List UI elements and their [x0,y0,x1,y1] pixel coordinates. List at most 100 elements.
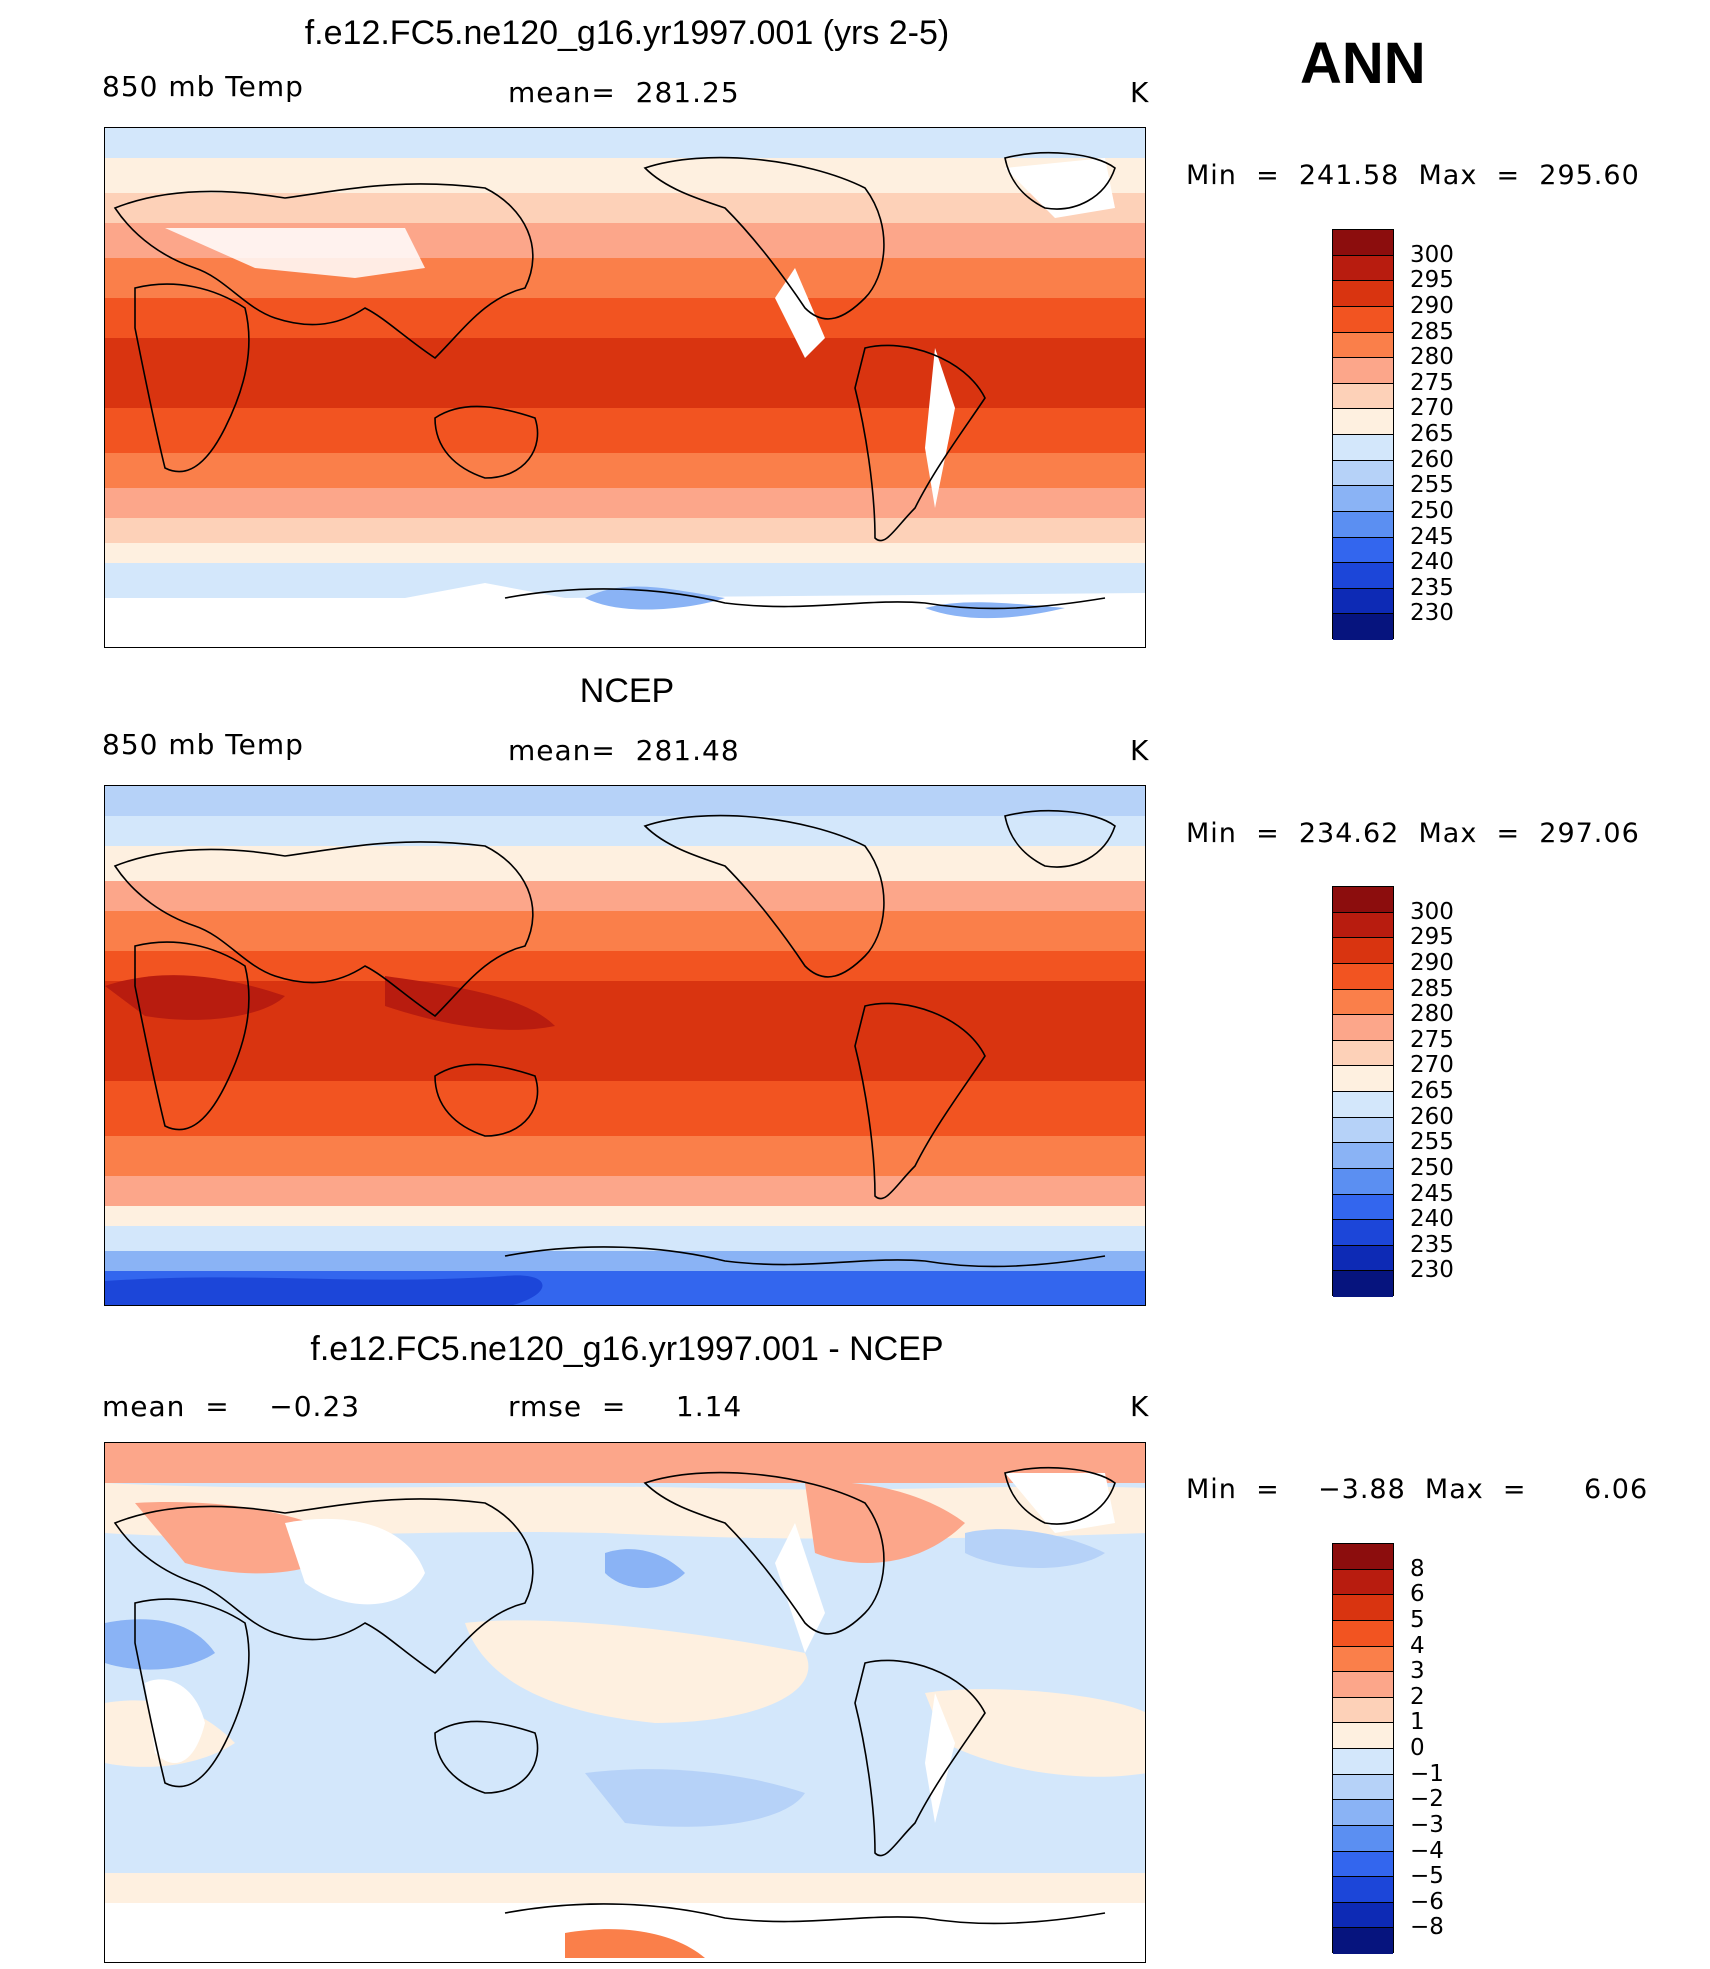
panel3-title: f.e12.FC5.ne120_g16.yr1997.001 - NCEP [310,1330,944,1368]
panel3-units: K [1130,1390,1150,1423]
colorbar-tick-label: 275 [1410,1026,1454,1053]
colorbar-tick-label: 290 [1410,292,1454,319]
colorbar-swatch [1333,255,1393,282]
colorbar-swatch [1333,460,1393,487]
colorbar-swatch [1333,358,1393,384]
colorbar-swatch [1333,588,1393,615]
season-label: ANN [1300,31,1426,96]
colorbar-tick-label: −3 [1410,1811,1444,1838]
colorbar-swatch [1333,1194,1393,1221]
colorbar-tick-label: 235 [1410,574,1454,601]
panel2-map [104,785,1146,1306]
panel1-variable-label: 850 mb Temp [102,70,304,103]
colorbar-swatch [1333,887,1393,913]
colorbar-swatch [1333,1168,1393,1195]
colorbar-swatch [1333,537,1393,564]
colorbar-tick-label: 4 [1410,1632,1425,1659]
panel2-variable-label: 850 mb Temp [102,728,304,761]
colorbar-swatch [1333,1928,1393,1954]
colorbar-tick-label: 280 [1410,1001,1454,1028]
colorbar-swatch [1333,409,1393,435]
colorbar-tick-label: 285 [1410,975,1454,1002]
colorbar-tick-label: −8 [1410,1914,1444,1941]
colorbar-swatch [1333,230,1393,256]
panel1-mean-label: mean= 281.25 [508,76,740,109]
colorbar-swatch [1333,1825,1393,1852]
colorbar-tick-label: 255 [1410,472,1454,499]
colorbar-tick-label: −5 [1410,1863,1444,1890]
panel2-title: NCEP [579,672,675,710]
colorbar-tick-label: 245 [1410,523,1454,550]
colorbar-swatch [1333,281,1393,307]
colorbar-swatch [1333,1646,1393,1673]
colorbar-swatch [1333,1569,1393,1596]
colorbar-tick-label: 280 [1410,344,1454,371]
colorbar-tick-label: 230 [1410,1257,1454,1284]
colorbar-swatch [1333,1066,1393,1092]
colorbar-tick-label: 8 [1410,1555,1425,1582]
colorbar-swatch [1333,1271,1393,1297]
panel2-colorbar [1332,886,1394,1297]
colorbar-tick-label: −6 [1410,1888,1444,1915]
panel2-mean-label: mean= 281.48 [508,734,740,767]
colorbar-tick-label: −4 [1410,1837,1444,1864]
panel2-minmax: Min = 234.62 Max = 297.06 [1186,818,1640,849]
colorbar-swatch [1333,1877,1393,1903]
colorbar-swatch [1333,1672,1393,1698]
colorbar-swatch [1333,383,1393,410]
colorbar-tick-label: 260 [1410,1103,1454,1130]
colorbar-swatch [1333,1749,1393,1775]
colorbar-tick-label: 270 [1410,1052,1454,1079]
colorbar-swatch [1333,912,1393,939]
panel1-units: K [1130,76,1150,109]
panel3-mean-label: mean = −0.23 [102,1390,361,1423]
colorbar-swatch [1333,1015,1393,1041]
colorbar-tick-label: 5 [1410,1606,1425,1633]
panel3-colorbar [1332,1543,1394,1954]
colorbar-swatch [1333,563,1393,589]
colorbar-tick-label: 260 [1410,446,1454,473]
colorbar-swatch [1333,614,1393,640]
colorbar-swatch [1333,1723,1393,1749]
colorbar-tick-label: 240 [1410,549,1454,576]
colorbar-swatch [1333,435,1393,461]
panel3-minmax: Min = −3.88 Max = 6.06 [1186,1474,1649,1505]
panel3-map [104,1442,1146,1963]
colorbar-tick-label: 250 [1410,497,1454,524]
colorbar-tick-label: 230 [1410,600,1454,627]
colorbar-tick-label: 275 [1410,369,1454,396]
colorbar-swatch [1333,1800,1393,1826]
colorbar-swatch [1333,1143,1393,1169]
colorbar-tick-label: 270 [1410,395,1454,422]
colorbar-tick-label: 265 [1410,421,1454,447]
colorbar-swatch [1333,306,1393,333]
colorbar-swatch [1333,1595,1393,1621]
colorbar-swatch [1333,1117,1393,1144]
colorbar-swatch [1333,1245,1393,1272]
colorbar-tick-label: 235 [1410,1231,1454,1258]
colorbar-tick-label: 3 [1410,1658,1425,1685]
colorbar-tick-label: 250 [1410,1154,1454,1181]
colorbar-tick-label: −1 [1410,1760,1444,1787]
colorbar-swatch [1333,963,1393,990]
panel1-colorbar [1332,229,1394,640]
colorbar-tick-label: 1 [1410,1709,1425,1736]
colorbar-swatch [1333,1697,1393,1724]
colorbar-swatch [1333,1774,1393,1801]
colorbar-tick-label: 245 [1410,1180,1454,1207]
panel1-title: f.e12.FC5.ne120_g16.yr1997.001 (yrs 2-5) [304,14,950,52]
panel3-rmse-label: rmse = 1.14 [508,1390,743,1423]
colorbar-swatch [1333,989,1393,1016]
colorbar-tick-label: 265 [1410,1078,1454,1104]
colorbar-swatch [1333,1092,1393,1118]
colorbar-tick-label: 285 [1410,318,1454,345]
colorbar-tick-label: 0 [1410,1735,1425,1761]
colorbar-swatch [1333,511,1393,538]
panel2-units: K [1130,734,1150,767]
panel1-map [104,127,1146,648]
colorbar-tick-label: 300 [1410,898,1454,925]
colorbar-swatch [1333,1902,1393,1929]
colorbar-tick-label: −2 [1410,1786,1444,1813]
colorbar-tick-label: 295 [1410,924,1454,951]
panel1-minmax: Min = 241.58 Max = 295.60 [1186,160,1640,191]
